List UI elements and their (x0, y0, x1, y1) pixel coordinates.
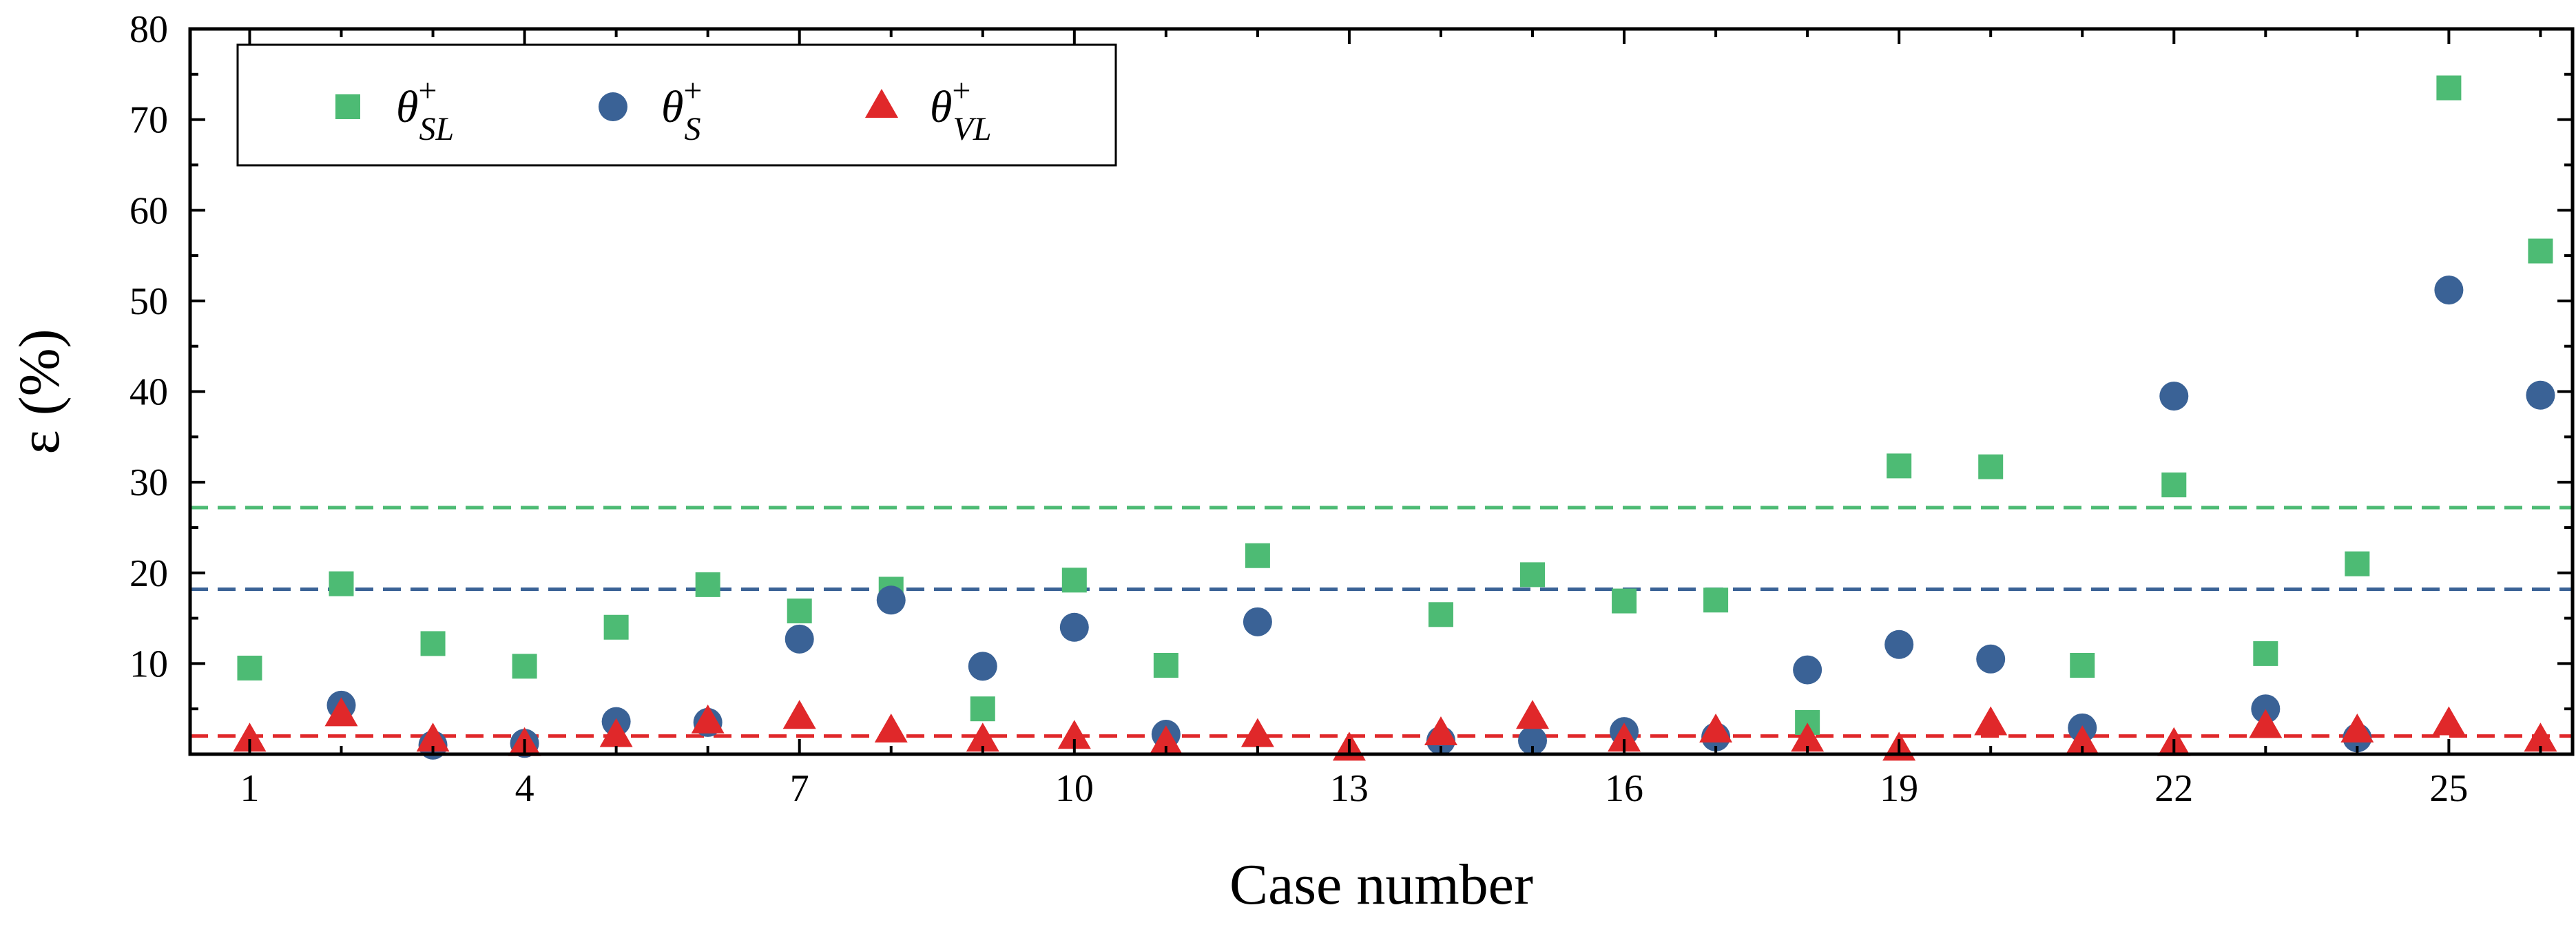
legend-label: θ+ VL (930, 72, 992, 147)
y-tick-label: 10 (129, 643, 168, 685)
legend-box (236, 43, 1117, 167)
triangle-point (1057, 720, 1091, 749)
triangle-point (1240, 718, 1274, 747)
circle-point (1243, 607, 1272, 636)
y-axis-label: ε (%) (8, 329, 72, 454)
circle-point (2251, 694, 2281, 724)
circle-point (1793, 655, 1822, 685)
square-point (1612, 588, 1637, 614)
y-tick-label: 30 (129, 461, 168, 504)
square-point (512, 654, 537, 679)
legend: θ+ SL θ+ S θ+ VL (236, 43, 1117, 167)
triangle-point (1424, 716, 1457, 746)
circle-point (2159, 382, 2189, 411)
triangle-point (966, 723, 999, 752)
square-point (1520, 562, 1546, 588)
square-point (695, 572, 720, 597)
y-tick-label: 20 (129, 552, 168, 595)
x-tick-label: 25 (2429, 767, 2468, 810)
triangle-legend-marker (865, 88, 898, 118)
triangle-point (1149, 725, 1183, 755)
triangle-point (599, 718, 633, 747)
circle-point (1518, 726, 1548, 756)
triangle-point (2066, 725, 2099, 755)
x-tick-label: 10 (1055, 767, 1094, 810)
square-point (2253, 641, 2278, 666)
circle-point (968, 652, 997, 681)
circle-legend-marker (599, 92, 627, 121)
square-point (2436, 75, 2462, 101)
triangle-point (691, 704, 725, 734)
x-tick-label: 1 (240, 767, 259, 810)
axes: 10 20 30 40 50 60 70 80 1 4 7 10 13 16 19 22 25 (129, 8, 2575, 810)
square-point (2070, 653, 2095, 678)
triangle-point (874, 714, 908, 743)
legend-label: θ+ SL (396, 72, 454, 147)
triangle-point (233, 723, 267, 752)
square-point (237, 655, 262, 680)
x-tick-label: 22 (2154, 767, 2193, 810)
square-point (1061, 568, 1087, 593)
circle-point (785, 624, 814, 654)
triangle-point (416, 723, 450, 752)
circle-point (2526, 380, 2555, 410)
triangle-point (324, 697, 358, 727)
y-tick-label: 70 (129, 99, 168, 142)
data-points (233, 75, 2557, 761)
square-point (420, 631, 446, 656)
x-tick-label: 16 (1605, 767, 1643, 810)
circle-point (876, 585, 906, 615)
circle-point (1884, 630, 1914, 659)
triangle-point (1699, 714, 1733, 743)
y-tick-label: 50 (129, 280, 168, 323)
triangle-point (1974, 706, 2008, 736)
y-tick-label: 80 (129, 8, 168, 51)
square-point (1887, 453, 1912, 479)
reference-lines (190, 506, 2573, 738)
triangle-point (2249, 709, 2283, 738)
square-point (603, 614, 629, 640)
x-axis-label: Case number (1229, 853, 1533, 917)
triangle-point (782, 700, 816, 729)
triangle-point (2432, 706, 2466, 736)
square-point (2528, 238, 2553, 264)
circle-point (1059, 612, 1089, 642)
x-tick-label: 7 (790, 767, 809, 810)
y-tick-label: 40 (129, 371, 168, 414)
x-tick-label: 13 (1330, 767, 1369, 810)
x-tick-label: 19 (1880, 767, 1918, 810)
legend-label: θ+ S (661, 72, 703, 147)
y-tick-label: 60 (129, 189, 168, 232)
triangle-point (2340, 714, 2374, 743)
triangle-point (1608, 723, 1641, 752)
x-tick-label: 4 (515, 767, 534, 810)
square-point (1245, 543, 1270, 568)
square-point (1703, 588, 1729, 613)
square-point (2345, 551, 2370, 576)
square-point (1428, 602, 1453, 627)
square-point (1153, 653, 1178, 678)
triangle-point (1516, 700, 1550, 729)
triangle-point (1791, 723, 1825, 752)
square-point (787, 599, 812, 624)
square-point (970, 696, 995, 722)
circle-point (2434, 276, 2464, 305)
square-point (1978, 454, 2004, 479)
square-point (329, 571, 354, 596)
circle-point (1976, 644, 2006, 674)
triangle-point (2524, 723, 2557, 752)
square-point (2161, 472, 2187, 498)
square-legend-marker (335, 94, 360, 119)
